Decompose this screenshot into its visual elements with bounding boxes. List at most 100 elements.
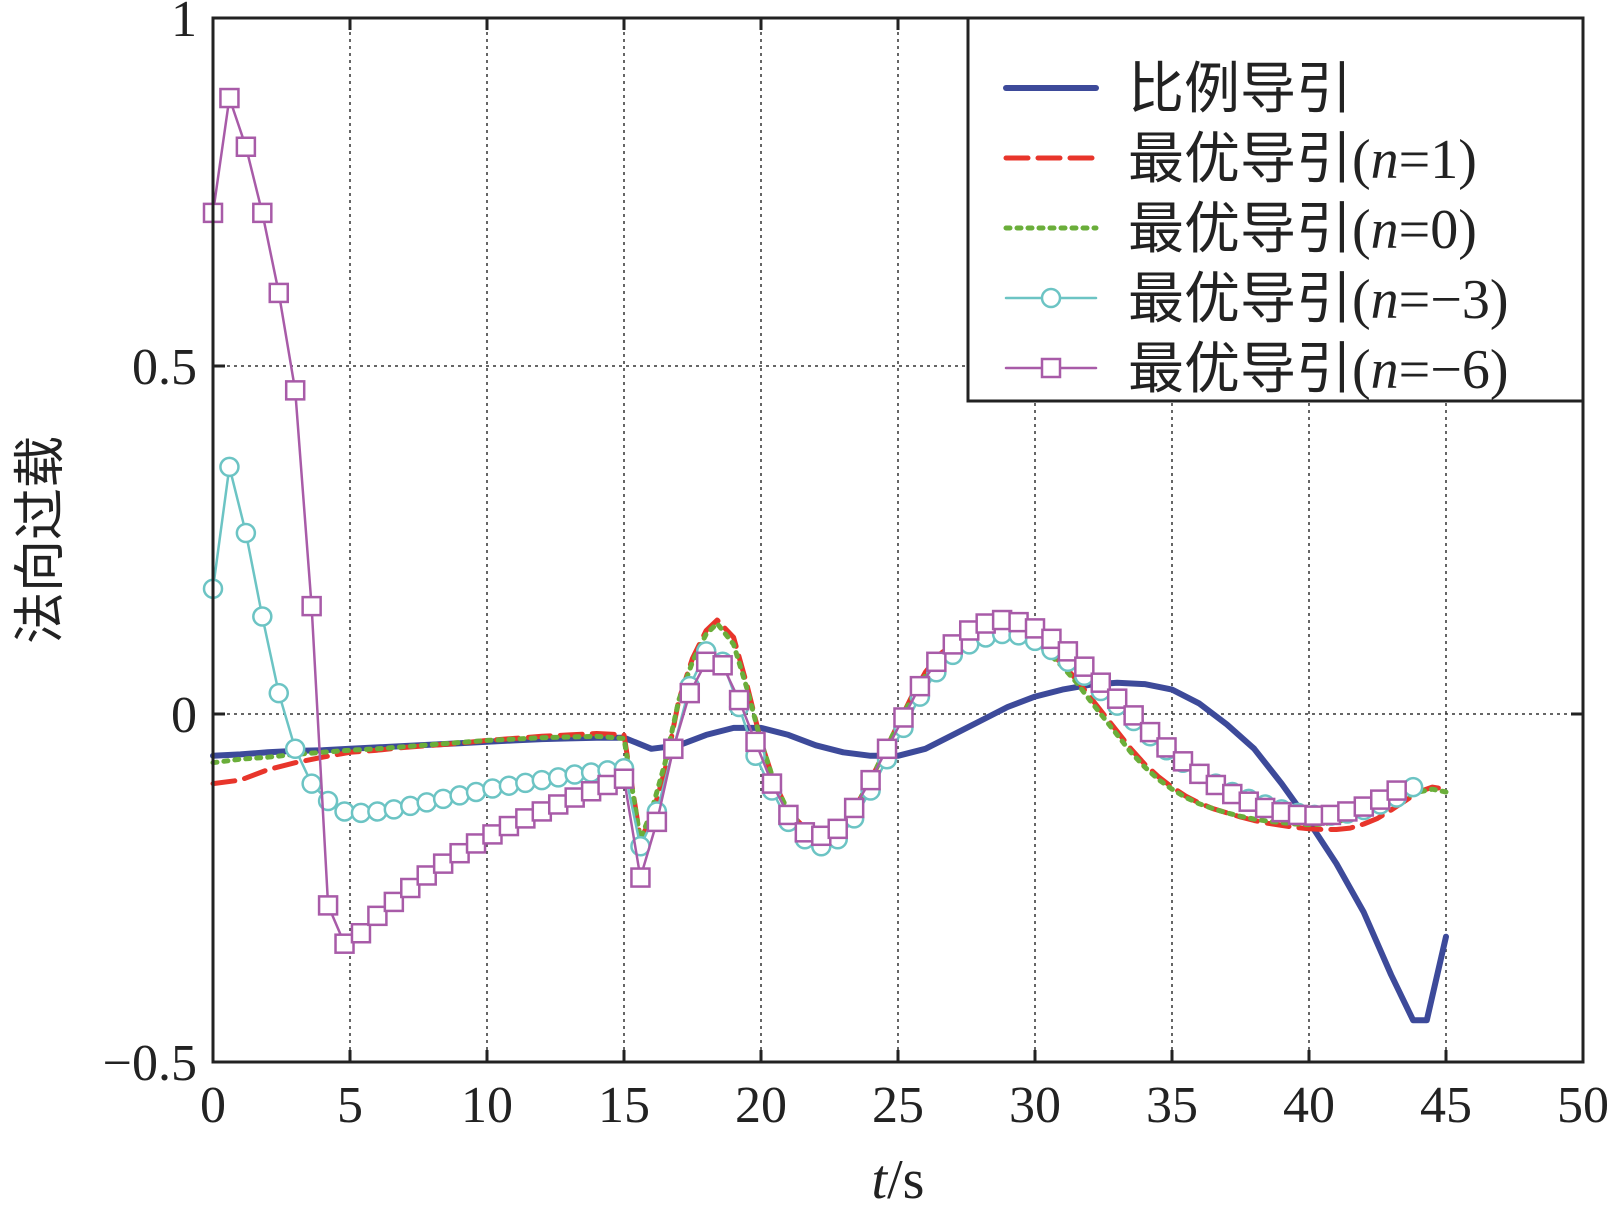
data-point [712,655,733,676]
data-point [367,905,388,927]
x-axis-label-unit: /s [887,1149,924,1207]
axis-labels: t/s 法向过载 [13,436,924,1207]
data-point [564,764,585,785]
data-point [350,922,372,944]
x-tick-label: 30 [1009,1077,1061,1134]
data-point [728,689,750,711]
data-point [613,768,635,789]
data-point [301,595,322,617]
data-point [1172,751,1194,772]
data-point [778,804,799,826]
data-point [400,877,421,899]
data-point [761,773,783,794]
legend-item: 最优导引(n=−6) [1004,339,1508,401]
data-point [284,380,306,401]
data-point [235,136,257,158]
data-point [334,933,355,954]
data-point [1090,672,1112,693]
legend-label-var: n [1371,199,1399,261]
data-point [498,775,520,796]
data-point [1156,737,1177,758]
data-point [432,788,454,810]
x-axis-label: t/s [872,1149,925,1207]
data-point [843,797,865,819]
legend-label-suffix: =−6) [1399,339,1509,401]
data-point [646,811,668,833]
data-point [1040,287,1062,309]
data-point [465,781,487,803]
data-point [219,87,240,109]
data-point [547,767,569,788]
legend-label-prefix: 最优导引( [1128,199,1371,261]
data-point [1024,618,1046,639]
x-tick-label: 45 [1420,1077,1472,1134]
legend-label-suffix: =0) [1399,199,1477,261]
data-point [860,769,881,791]
legend-label-prefix: 最优导引( [1128,269,1371,331]
data-point [400,795,421,817]
data-point [876,738,898,760]
x-tick-label: 10 [461,1077,513,1134]
data-point [482,778,503,799]
data-point [1057,641,1079,662]
data-point [1189,763,1210,785]
x-tick-label: 25 [872,1077,924,1134]
data-point [268,282,290,304]
legend-item: 比例导引 [1003,59,1352,121]
data-point [926,651,947,673]
data-point [1123,705,1144,726]
data-point [1040,357,1062,379]
legend-label: 最优导引(n=0) [1128,199,1477,261]
x-tick-label: 20 [735,1077,787,1134]
y-tick-label: 0.5 [132,339,197,396]
data-point [449,785,470,806]
legend-label: 最优导引(n=1) [1128,129,1477,191]
data-point [745,731,766,753]
legend-label-suffix: =1) [1399,129,1477,191]
x-tick-label: 5 [337,1077,363,1134]
data-point [679,682,701,704]
x-tick-label: 35 [1146,1077,1198,1134]
series-layer [202,87,1449,1024]
ticks: 0 5 10 15 20 25 30 35 40 45 50−0.500.51 [103,0,1609,1134]
legend-item: 最优导引(n=−3) [1004,269,1508,331]
data-point [893,707,914,728]
x-tick-label: 15 [598,1077,650,1134]
data-point [432,853,454,874]
legend-item: 最优导引(n=0) [1003,199,1477,261]
legend-item: 最优导引(n=1) [1003,129,1477,191]
data-point [317,895,339,916]
legend-label-var: n [1371,269,1399,331]
data-point [367,801,388,822]
data-point [383,891,405,913]
data-point [827,818,848,840]
x-tick-label: 50 [1557,1077,1609,1134]
data-point [268,682,290,704]
data-point [301,773,322,794]
data-point [515,772,536,794]
legend-label: 最优导引(n=−6) [1128,339,1508,401]
y-tick-label: 1 [171,0,197,48]
data-point [252,202,273,224]
y-tick-label: −0.5 [103,1035,197,1092]
data-point [284,738,306,760]
x-axis-label-var: t [872,1149,889,1207]
data-point [1041,628,1062,650]
legend: 比例导引最优导引(n=1)最优导引(n=0)最优导引(n=−3)最优导引(n=−… [966,16,1585,403]
x-tick-label: 0 [200,1077,226,1134]
data-point [1074,656,1095,677]
legend-label-prefix: 最优导引( [1128,339,1371,401]
legend-label: 最优导引(n=−3) [1128,269,1508,331]
data-point [630,867,651,888]
legend-label-prefix: 最优导引( [1128,129,1371,191]
data-point [1106,688,1128,709]
x-tick-label: 40 [1283,1077,1335,1134]
legend-label-var: n [1371,339,1399,401]
legend-label-prefix: 比例导引 [1128,59,1352,121]
data-point [1139,721,1161,743]
data-point [909,675,931,697]
series-4 [202,87,1407,954]
data-point [219,456,240,478]
y-axis-label: 法向过载 [13,436,70,644]
